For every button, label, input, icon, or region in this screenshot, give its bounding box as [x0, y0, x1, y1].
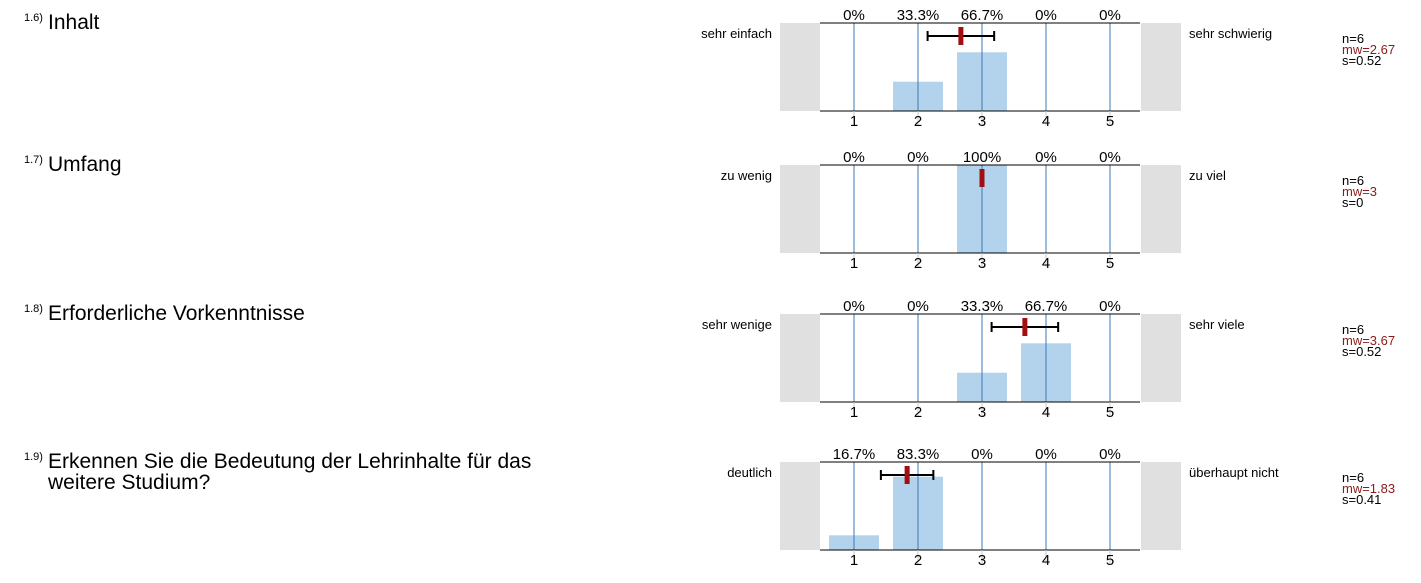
percent-label: 0% — [1035, 446, 1057, 463]
percent-label: 0% — [1099, 446, 1121, 463]
question-row-1-9: 1.9) Erkennen Sie die Bedeutung der Lehr… — [0, 446, 1421, 583]
right-anchor-label: sehr viele — [1189, 317, 1245, 332]
percent-label: 33.3% — [961, 298, 1004, 315]
likert-chart: 0% 0% 100% 0% 0% 1 2 3 4 5 — [780, 149, 1140, 272]
stat-mean: mw=3 — [1342, 184, 1378, 199]
stat-sd: s=0.52 — [1342, 53, 1382, 68]
stats-block: n=6 mw=1.83 s=0.41 — [1342, 470, 1396, 507]
question-text: Erforderliche Vorkenntnisse — [48, 302, 305, 325]
tick-label: 4 — [1042, 113, 1050, 130]
mean-marker — [1022, 318, 1028, 336]
right-gray-box — [1141, 23, 1181, 111]
percent-label: 0% — [1035, 7, 1057, 24]
tick-label: 3 — [978, 404, 986, 421]
question-number: 1.6) — [24, 12, 43, 24]
mean-marker — [904, 466, 910, 484]
question-text: Umfang — [48, 153, 122, 176]
percent-label: 0% — [843, 7, 865, 24]
left-anchor-label: deutlich — [727, 465, 772, 480]
percent-label: 0% — [1099, 7, 1121, 24]
mean-marker — [979, 169, 985, 187]
tick-label: 5 — [1106, 113, 1114, 130]
question-row-1-6: 1.6) Inhalt sehr einfach 0% 33.3% 66.7% 0% 0… — [0, 7, 1421, 144]
percent-label: 0% — [1099, 149, 1121, 166]
stat-n: n=6 — [1342, 31, 1365, 46]
left-anchor-label: zu wenig — [720, 168, 772, 183]
percent-label: 16.7% — [833, 446, 876, 463]
tick-label: 4 — [1042, 255, 1050, 272]
stats-block: n=6 mw=3.67 s=0.52 — [1342, 322, 1396, 359]
stat-sd: s=0.52 — [1342, 344, 1382, 359]
right-anchor-label: überhaupt nicht — [1189, 465, 1279, 480]
percent-label: 0% — [971, 446, 993, 463]
tick-label: 4 — [1042, 404, 1050, 421]
question-text: Inhalt — [48, 11, 100, 34]
tick-label: 3 — [978, 552, 986, 569]
question-number: 1.7) — [24, 154, 43, 166]
percent-label: 66.7% — [1025, 298, 1068, 315]
stat-n: n=6 — [1342, 470, 1365, 485]
tick-label: 5 — [1106, 404, 1114, 421]
left-gray-box — [780, 314, 820, 402]
percent-label: 0% — [907, 298, 929, 315]
right-gray-box — [1141, 462, 1181, 550]
tick-label: 3 — [978, 255, 986, 272]
tick-label: 2 — [914, 113, 922, 130]
tick-label: 1 — [850, 255, 858, 272]
tick-label: 1 — [850, 552, 858, 569]
percent-label: 83.3% — [897, 446, 940, 463]
right-gray-box — [1141, 314, 1181, 402]
percent-label: 100% — [963, 149, 1001, 166]
question-row-1-7: 1.7) Umfang zu wenig 0% 0% 100% 0% 0% 1 2 3 4 5 z… — [0, 149, 1421, 286]
percent-label: 0% — [1099, 298, 1121, 315]
percent-label: 0% — [1035, 149, 1057, 166]
question-text: Erkennen Sie die Bedeutung der Lehrinhal… — [48, 450, 532, 494]
mean-marker — [958, 27, 964, 45]
tick-label: 4 — [1042, 552, 1050, 569]
percent-label: 0% — [843, 298, 865, 315]
stat-mean: mw=2.67 — [1342, 42, 1396, 57]
stats-block: n=6 mw=3 s=0 — [1342, 173, 1378, 210]
tick-label: 5 — [1106, 552, 1114, 569]
percent-label: 66.7% — [961, 7, 1004, 24]
tick-label: 3 — [978, 113, 986, 130]
right-gray-box — [1141, 165, 1181, 253]
stat-n: n=6 — [1342, 322, 1365, 337]
percent-label: 33.3% — [897, 7, 940, 24]
question-number: 1.8) — [24, 303, 43, 315]
stat-mean: mw=1.83 — [1342, 481, 1396, 496]
stats-block: n=6 mw=2.67 s=0.52 — [1342, 31, 1396, 68]
right-anchor-label: zu viel — [1189, 168, 1226, 183]
tick-label: 1 — [850, 113, 858, 130]
tick-label: 5 — [1106, 255, 1114, 272]
tick-label: 2 — [914, 552, 922, 569]
right-anchor-label: sehr schwierig — [1189, 26, 1273, 41]
tick-label: 2 — [914, 255, 922, 272]
left-gray-box — [780, 23, 820, 111]
percent-label: 0% — [843, 149, 865, 166]
likert-chart: 0% 33.3% 66.7% 0% 0% 1 2 3 4 5 — [780, 7, 1140, 130]
stat-sd: s=0.41 — [1342, 492, 1382, 507]
tick-label: 2 — [914, 404, 922, 421]
question-row-1-8: 1.8) Erforderliche Vorkenntnisse sehr we… — [0, 298, 1421, 435]
stat-n: n=6 — [1342, 173, 1365, 188]
tick-label: 1 — [850, 404, 858, 421]
left-anchor-label: sehr wenige — [701, 317, 772, 332]
likert-chart: 16.7% 83.3% 0% 0% 0% 1 2 3 4 5 — [780, 446, 1140, 569]
question-number: 1.9) — [24, 451, 43, 463]
likert-chart: 0% 0% 33.3% 66.7% 0% 1 2 3 4 5 — [780, 298, 1140, 421]
left-anchor-label: sehr einfach — [701, 26, 772, 41]
left-gray-box — [780, 165, 820, 253]
stat-sd: s=0 — [1342, 195, 1364, 210]
percent-label: 0% — [907, 149, 929, 166]
stat-mean: mw=3.67 — [1342, 333, 1396, 348]
left-gray-box — [780, 462, 820, 550]
